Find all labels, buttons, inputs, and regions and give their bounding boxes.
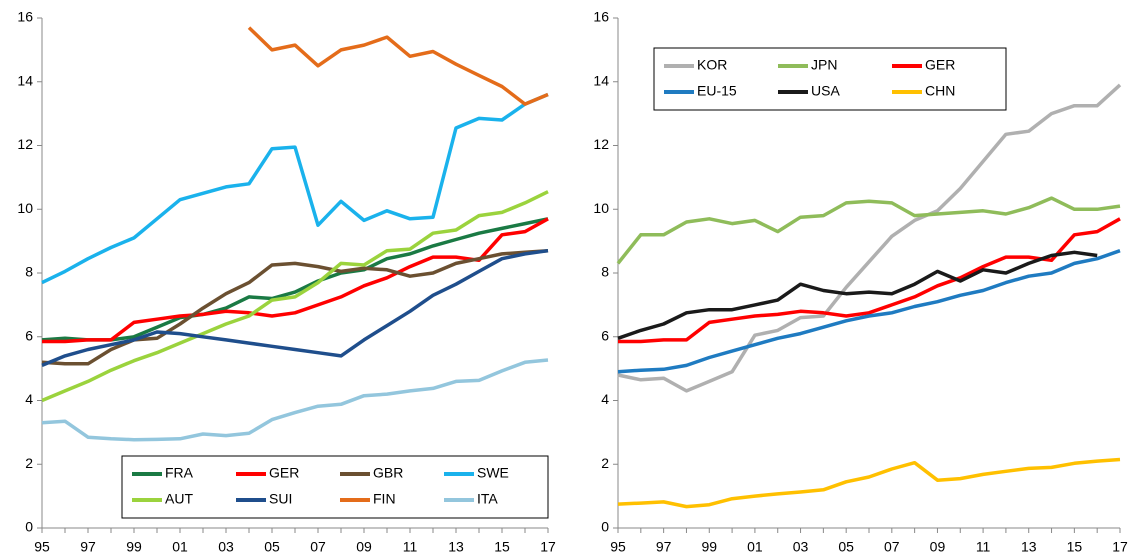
y-tick-label: 12: [17, 136, 33, 152]
y-tick-label: 10: [17, 200, 33, 216]
legend-label: EU-15: [697, 83, 737, 99]
x-tick-label: 01: [172, 539, 188, 555]
legend-label: SUI: [269, 491, 292, 507]
legend-label: KOR: [697, 57, 727, 73]
line-series: [41, 358, 549, 442]
x-tick-label: 05: [838, 539, 854, 555]
x-tick-label: 05: [264, 539, 280, 555]
x-tick-label: 17: [540, 539, 556, 555]
legend-box: [653, 47, 1007, 111]
x-tick-label: 09: [356, 539, 372, 555]
legend-label: AUT: [165, 491, 193, 507]
line-series: [41, 217, 549, 342]
legend-label: JPN: [811, 57, 837, 73]
y-tick-label: 2: [25, 455, 33, 471]
line-series: [616, 196, 1121, 265]
x-tick-label: 95: [34, 539, 50, 555]
legend-label: ITA: [477, 491, 498, 507]
x-tick-label: 13: [448, 539, 464, 555]
line-series: [618, 217, 1121, 344]
line-series: [41, 190, 549, 403]
y-tick-label: 2: [601, 455, 609, 471]
x-tick-label: 13: [1021, 539, 1037, 555]
x-tick-label: 03: [793, 539, 809, 555]
y-tick-label: 0: [601, 519, 609, 535]
x-tick-label: 99: [126, 539, 142, 555]
y-tick-label: 0: [25, 519, 33, 535]
y-tick-label: 6: [25, 327, 33, 343]
line-series: [41, 248, 549, 366]
line-series: [41, 92, 549, 285]
line-series: [42, 217, 549, 344]
line-series: [41, 248, 549, 368]
x-tick-label: 17: [1112, 539, 1128, 555]
x-tick-label: 97: [80, 539, 96, 555]
line-series: [617, 249, 1121, 374]
x-tick-label: 09: [930, 539, 946, 555]
y-tick-label: 4: [25, 391, 33, 407]
y-tick-label: 10: [593, 200, 609, 216]
legend-box: [121, 455, 549, 519]
x-tick-label: 15: [494, 539, 510, 555]
y-tick-label: 14: [17, 72, 33, 88]
legend-label: FIN: [373, 491, 396, 507]
y-tick-label: 8: [601, 264, 609, 280]
line-series: [617, 250, 1098, 340]
legend-label: CHN: [925, 83, 955, 99]
line-series: [617, 457, 1121, 509]
x-tick-label: 07: [884, 539, 900, 555]
x-tick-label: 95: [610, 539, 626, 555]
legend-label: FRA: [165, 465, 194, 481]
x-tick-label: 99: [701, 539, 717, 555]
x-tick-label: 11: [976, 539, 991, 555]
x-tick-label: 11: [403, 539, 418, 555]
x-tick-label: 15: [1067, 539, 1083, 555]
x-tick-label: 01: [747, 539, 763, 555]
x-tick-label: 97: [656, 539, 672, 555]
y-tick-label: 16: [593, 9, 609, 25]
legend-label: GER: [925, 57, 955, 73]
x-tick-label: 03: [218, 539, 234, 555]
line-series: [247, 26, 549, 106]
y-tick-label: 14: [593, 72, 609, 88]
legend-label: SWE: [477, 465, 509, 481]
legend-label: USA: [811, 83, 840, 99]
x-tick-label: 07: [310, 539, 326, 555]
line-series: [617, 83, 1122, 393]
y-tick-label: 4: [601, 391, 609, 407]
y-tick-label: 8: [25, 264, 33, 280]
y-tick-label: 16: [17, 9, 33, 25]
legend-label: GER: [269, 465, 299, 481]
legend-label: GBR: [373, 465, 403, 481]
y-tick-label: 12: [593, 136, 609, 152]
y-tick-label: 6: [601, 327, 609, 343]
